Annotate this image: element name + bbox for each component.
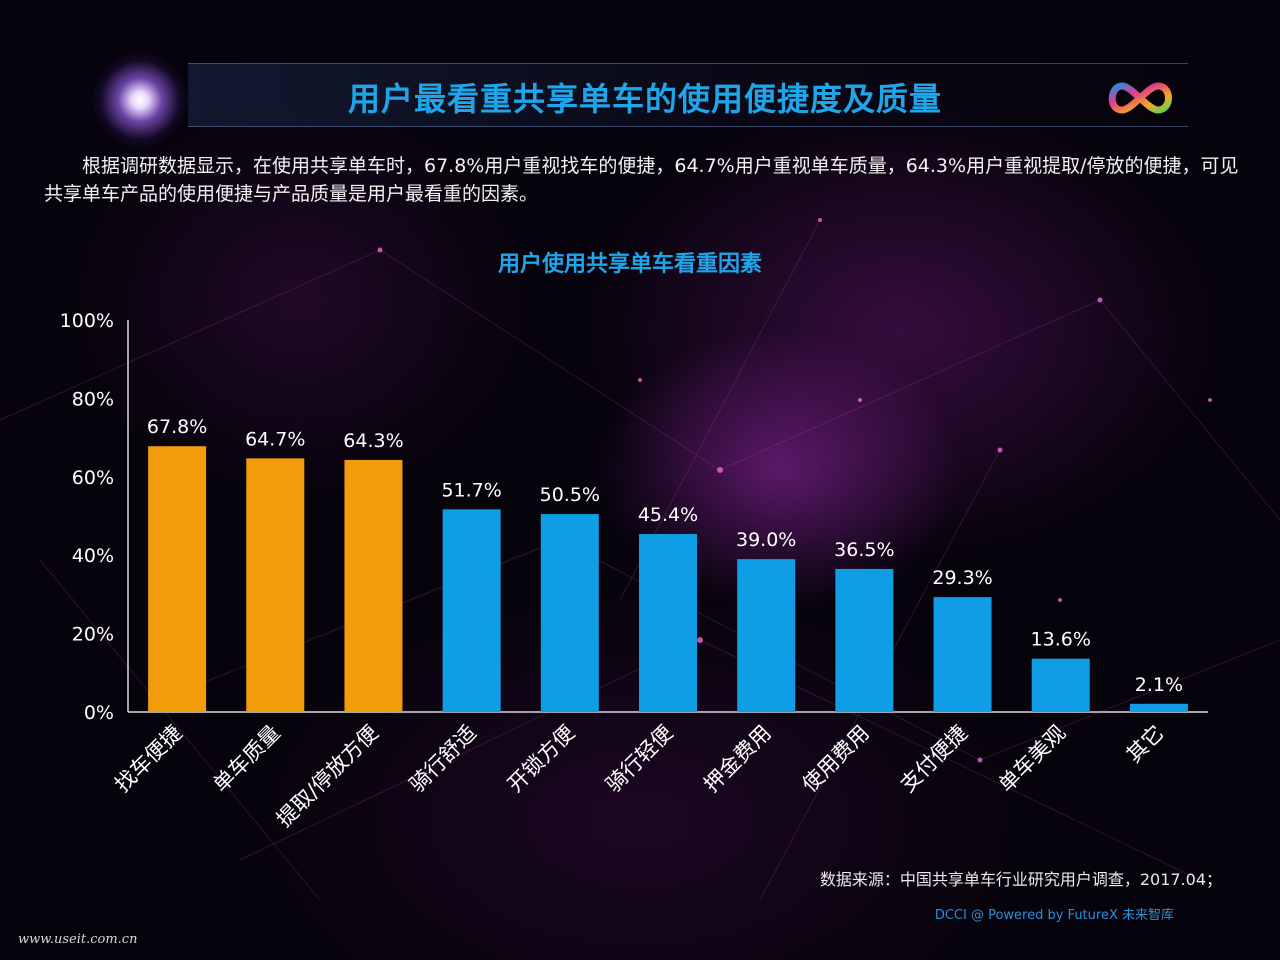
y-tick-label: 40% [72, 545, 114, 567]
data-source: 数据来源：中国共享单车行业研究用户调查，2017.04； [819, 870, 1222, 889]
data-label: 29.3% [932, 567, 992, 589]
x-tick-label: 其它 [1122, 721, 1169, 768]
data-label: 64.7% [245, 428, 305, 450]
data-label: 39.0% [736, 529, 796, 551]
bar [933, 597, 992, 712]
data-label: 67.8% [147, 416, 207, 438]
bar [442, 509, 501, 712]
x-tick-label: 找车便捷 [110, 721, 186, 797]
x-tick-label: 开锁方便 [503, 721, 579, 797]
x-tick-label: 单车美观 [994, 721, 1070, 797]
data-label: 50.5% [540, 484, 600, 506]
x-tick-label: 提取/停放方便 [272, 721, 383, 832]
bar [835, 568, 894, 712]
y-tick-label: 20% [72, 624, 114, 646]
glowing-star-decoration [92, 52, 188, 148]
bar [344, 459, 403, 712]
bar [540, 514, 599, 712]
data-label: 2.1% [1135, 674, 1183, 696]
bar [1129, 703, 1188, 712]
bar [1031, 658, 1090, 712]
title-band [188, 63, 1188, 127]
intro-paragraph: 根据调研数据显示，在使用共享单车时，67.8%用户重视找车的便捷，64.7%用户… [44, 155, 1239, 205]
chart-title: 用户使用共享单车看重因素 [497, 252, 762, 277]
x-tick-label: 骑行轻便 [601, 721, 677, 797]
data-label: 36.5% [834, 539, 894, 561]
x-tick-label: 支付便捷 [896, 721, 972, 797]
y-tick-label: 60% [72, 467, 114, 489]
data-label: 64.3% [343, 430, 403, 452]
data-label: 13.6% [1031, 629, 1091, 651]
credit-line: DCCI @ Powered by FutureX 未来智库 [934, 908, 1174, 923]
watermark: www.useit.com.cn [18, 932, 138, 947]
bar [148, 446, 207, 712]
y-tick-label: 100% [60, 310, 114, 332]
bar [246, 458, 305, 712]
x-tick-label: 押金费用 [699, 721, 775, 797]
infinity-logo-icon [1108, 82, 1172, 114]
bar [639, 534, 697, 712]
bar [737, 559, 796, 712]
data-label: 51.7% [441, 479, 501, 501]
page-title: 用户最看重共享单车的使用便捷度及质量 [347, 80, 942, 118]
x-tick-label: 使用费用 [798, 721, 874, 797]
x-tick-label: 单车质量 [208, 721, 284, 797]
x-tick-label: 骑行舒适 [405, 721, 481, 797]
data-label: 45.4% [638, 504, 698, 526]
y-tick-label: 0% [84, 702, 114, 724]
y-tick-label: 80% [72, 388, 114, 410]
